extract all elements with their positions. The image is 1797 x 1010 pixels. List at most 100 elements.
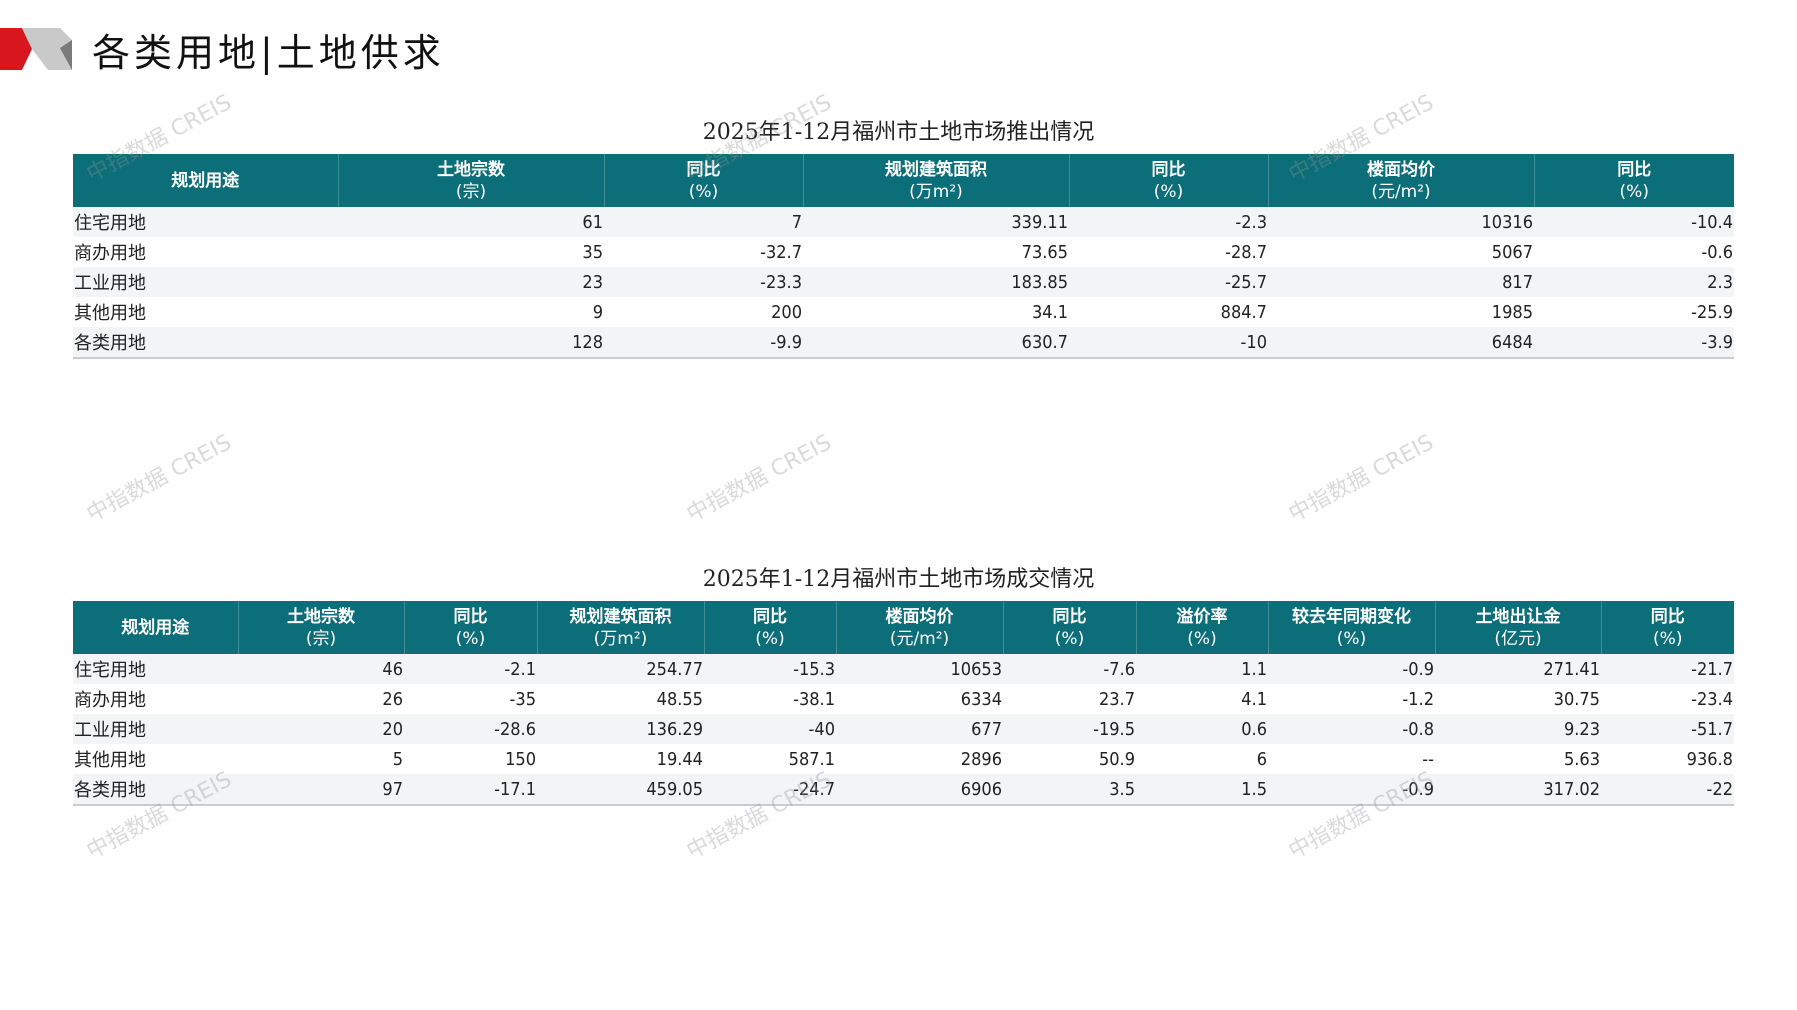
table-cell: 23 [338, 267, 604, 297]
table-cell: 2896 [960, 748, 1002, 770]
column-unit: (亿元) [1494, 628, 1542, 649]
table-cell: 23.7 [1098, 688, 1135, 710]
table-cell: 200 [771, 301, 802, 323]
table-cell: 271.41 [1435, 654, 1601, 684]
deals-table-title: 2025年1-12月福州市土地市场成交情况 [702, 567, 1095, 592]
column-label: 土地宗数 [287, 606, 355, 627]
table-cell: 4.1 [1241, 688, 1267, 710]
table-cell: -10.4 [1534, 207, 1734, 237]
column-label: 同比 [1617, 159, 1652, 180]
table-header-row: 规划用途 土地宗数 (宗) 同比 (%) 规划建筑面积 (万m²) 同比 (%) 楼面均价 (元/m… [73, 154, 1734, 207]
table-cell: 5067 [1491, 241, 1533, 263]
row-label: 住宅用地 [73, 207, 338, 237]
row-label: 工业用地 [73, 714, 238, 744]
table-row: 其他用地 9 200 34.1 884.7 1985 -25.9 [73, 297, 1734, 327]
table-cell: 34.1 [1031, 301, 1068, 323]
table-cell: 317.02 [1435, 774, 1601, 806]
table-cell: 61 [338, 207, 604, 237]
row-label: 各类用地 [73, 327, 338, 359]
table-cell: 587.1 [788, 748, 835, 770]
table-row: 各类用地 97 -17.1 459.05 -24.7 6906 3.5 1.5 -0.9 317.… [73, 774, 1734, 806]
table-cell: 5.63 [1563, 748, 1600, 770]
page-title: 各类用地|土地供求 [92, 31, 445, 75]
table-row: 住宅用地 46 -2.1 254.77 -15.3 10653 -7.6 1.1 -0.9 271… [73, 654, 1734, 684]
table-cell: 136.29 [537, 714, 704, 744]
column-label: 楼面均价 [1367, 159, 1435, 180]
table-cell: 6334 [960, 688, 1002, 710]
watermark: 中指数据 CREIS [82, 430, 236, 528]
table-cell: -23.4 [1691, 688, 1733, 710]
table-cell: -22 [1601, 774, 1734, 806]
column-header: 溢价率 (%) [1135, 601, 1268, 654]
table-cell: -17.1 [404, 774, 537, 806]
column-label: 规划建筑面积 [569, 606, 672, 627]
column-label: 同比 [753, 606, 787, 627]
table-cell: -- [1422, 748, 1434, 770]
table-cell: -25.7 [1069, 267, 1268, 297]
column-unit: (%) [755, 628, 785, 649]
table-cell: 26 [382, 688, 403, 710]
table-cell: 10653 [836, 654, 1003, 684]
table-cell: 0.6 [1136, 714, 1268, 744]
table-cell: -23.3 [604, 267, 803, 297]
column-header: 同比 (%) [1068, 154, 1268, 207]
table-cell: 677 [836, 714, 1003, 744]
table-cell: -15.3 [704, 654, 836, 684]
table-cell: -3.9 [1534, 327, 1734, 359]
table-cell: 254.77 [537, 654, 704, 684]
table-cell: -2.3 [1069, 207, 1268, 237]
table-cell: 1.5 [1136, 774, 1268, 806]
table-cell: 6484 [1268, 327, 1534, 359]
column-header: 规划用途 [73, 154, 338, 207]
column-label: 较去年同期变化 [1292, 606, 1411, 627]
table-cell: -35 [509, 688, 536, 710]
table-cell: 30.75 [1553, 688, 1600, 710]
column-label: 同比 [1650, 606, 1685, 627]
column-unit: (%) [688, 181, 719, 202]
column-unit: (宗) [305, 628, 337, 649]
watermark: 中指数据 CREIS [682, 430, 836, 528]
column-unit: (%) [1054, 628, 1085, 649]
column-label: 同比 [1052, 606, 1087, 627]
table-cell: -25.9 [1691, 301, 1733, 323]
table-cell: 6 [1256, 748, 1267, 770]
table-cell: -40 [704, 714, 836, 744]
table-cell: 97 [238, 774, 404, 806]
column-unit: (元/m²) [1371, 181, 1431, 202]
table-cell: 48.55 [656, 688, 703, 710]
column-unit: (%) [1619, 181, 1649, 202]
column-header: 楼面均价 (元/m²) [1267, 154, 1534, 207]
column-label: 规划建筑面积 [885, 159, 987, 180]
row-label: 其他用地 [74, 303, 146, 324]
table-cell: 50.9 [1098, 748, 1135, 770]
column-unit: (宗) [455, 181, 487, 202]
column-header: 规划建筑面积 (万m²) [802, 154, 1069, 207]
row-label: 商办用地 [74, 690, 146, 711]
table-cell: -51.7 [1601, 714, 1734, 744]
brand-logo-icon [0, 28, 72, 70]
table-cell: 9.23 [1435, 714, 1601, 744]
table-row: 各类用地 128 -9.9 630.7 -10 6484 -3.9 [73, 327, 1734, 359]
column-label: 同比 [453, 606, 488, 627]
column-label: 规划用途 [121, 617, 190, 638]
column-header: 规划建筑面积 (万m²) [536, 601, 704, 654]
table-cell: 5 [392, 748, 403, 770]
column-header: 同比 (%) [703, 601, 836, 654]
table-cell: -28.7 [1225, 241, 1267, 263]
table-cell: 46 [238, 654, 404, 684]
row-label: 各类用地 [73, 774, 238, 806]
table-cell: 884.7 [1220, 301, 1267, 323]
row-label: 商办用地 [74, 243, 146, 264]
table-cell: 1.1 [1136, 654, 1268, 684]
row-label: 工业用地 [73, 267, 338, 297]
supply-table-title: 2025年1-12月福州市土地市场推出情况 [702, 120, 1095, 145]
table-cell: 936.8 [1686, 748, 1733, 770]
column-label: 溢价率 [1176, 606, 1228, 627]
table-cell: 128 [338, 327, 604, 359]
column-label: 同比 [1151, 159, 1186, 180]
row-label: 住宅用地 [73, 654, 238, 684]
table-cell: -19.5 [1003, 714, 1136, 744]
table-row: 其他用地 5 150 19.44 587.1 2896 50.9 6 -- 5.63 936.8 [73, 744, 1734, 774]
column-label: 土地宗数 [437, 159, 505, 180]
table-cell: 7 [604, 207, 803, 237]
